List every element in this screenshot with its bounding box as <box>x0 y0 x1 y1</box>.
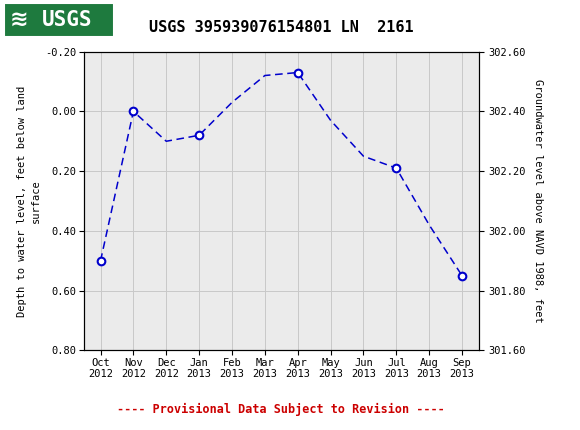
Y-axis label: Groundwater level above NAVD 1988, feet: Groundwater level above NAVD 1988, feet <box>532 79 543 323</box>
Text: ---- Provisional Data Subject to Revision ----: ---- Provisional Data Subject to Revisio… <box>117 403 445 416</box>
Text: USGS: USGS <box>42 10 92 30</box>
Y-axis label: Depth to water level, feet below land
surface: Depth to water level, feet below land su… <box>17 86 41 316</box>
Text: ≋: ≋ <box>10 10 28 30</box>
Bar <box>4 3 114 37</box>
Text: USGS 395939076154801 LN  2161: USGS 395939076154801 LN 2161 <box>149 21 414 35</box>
